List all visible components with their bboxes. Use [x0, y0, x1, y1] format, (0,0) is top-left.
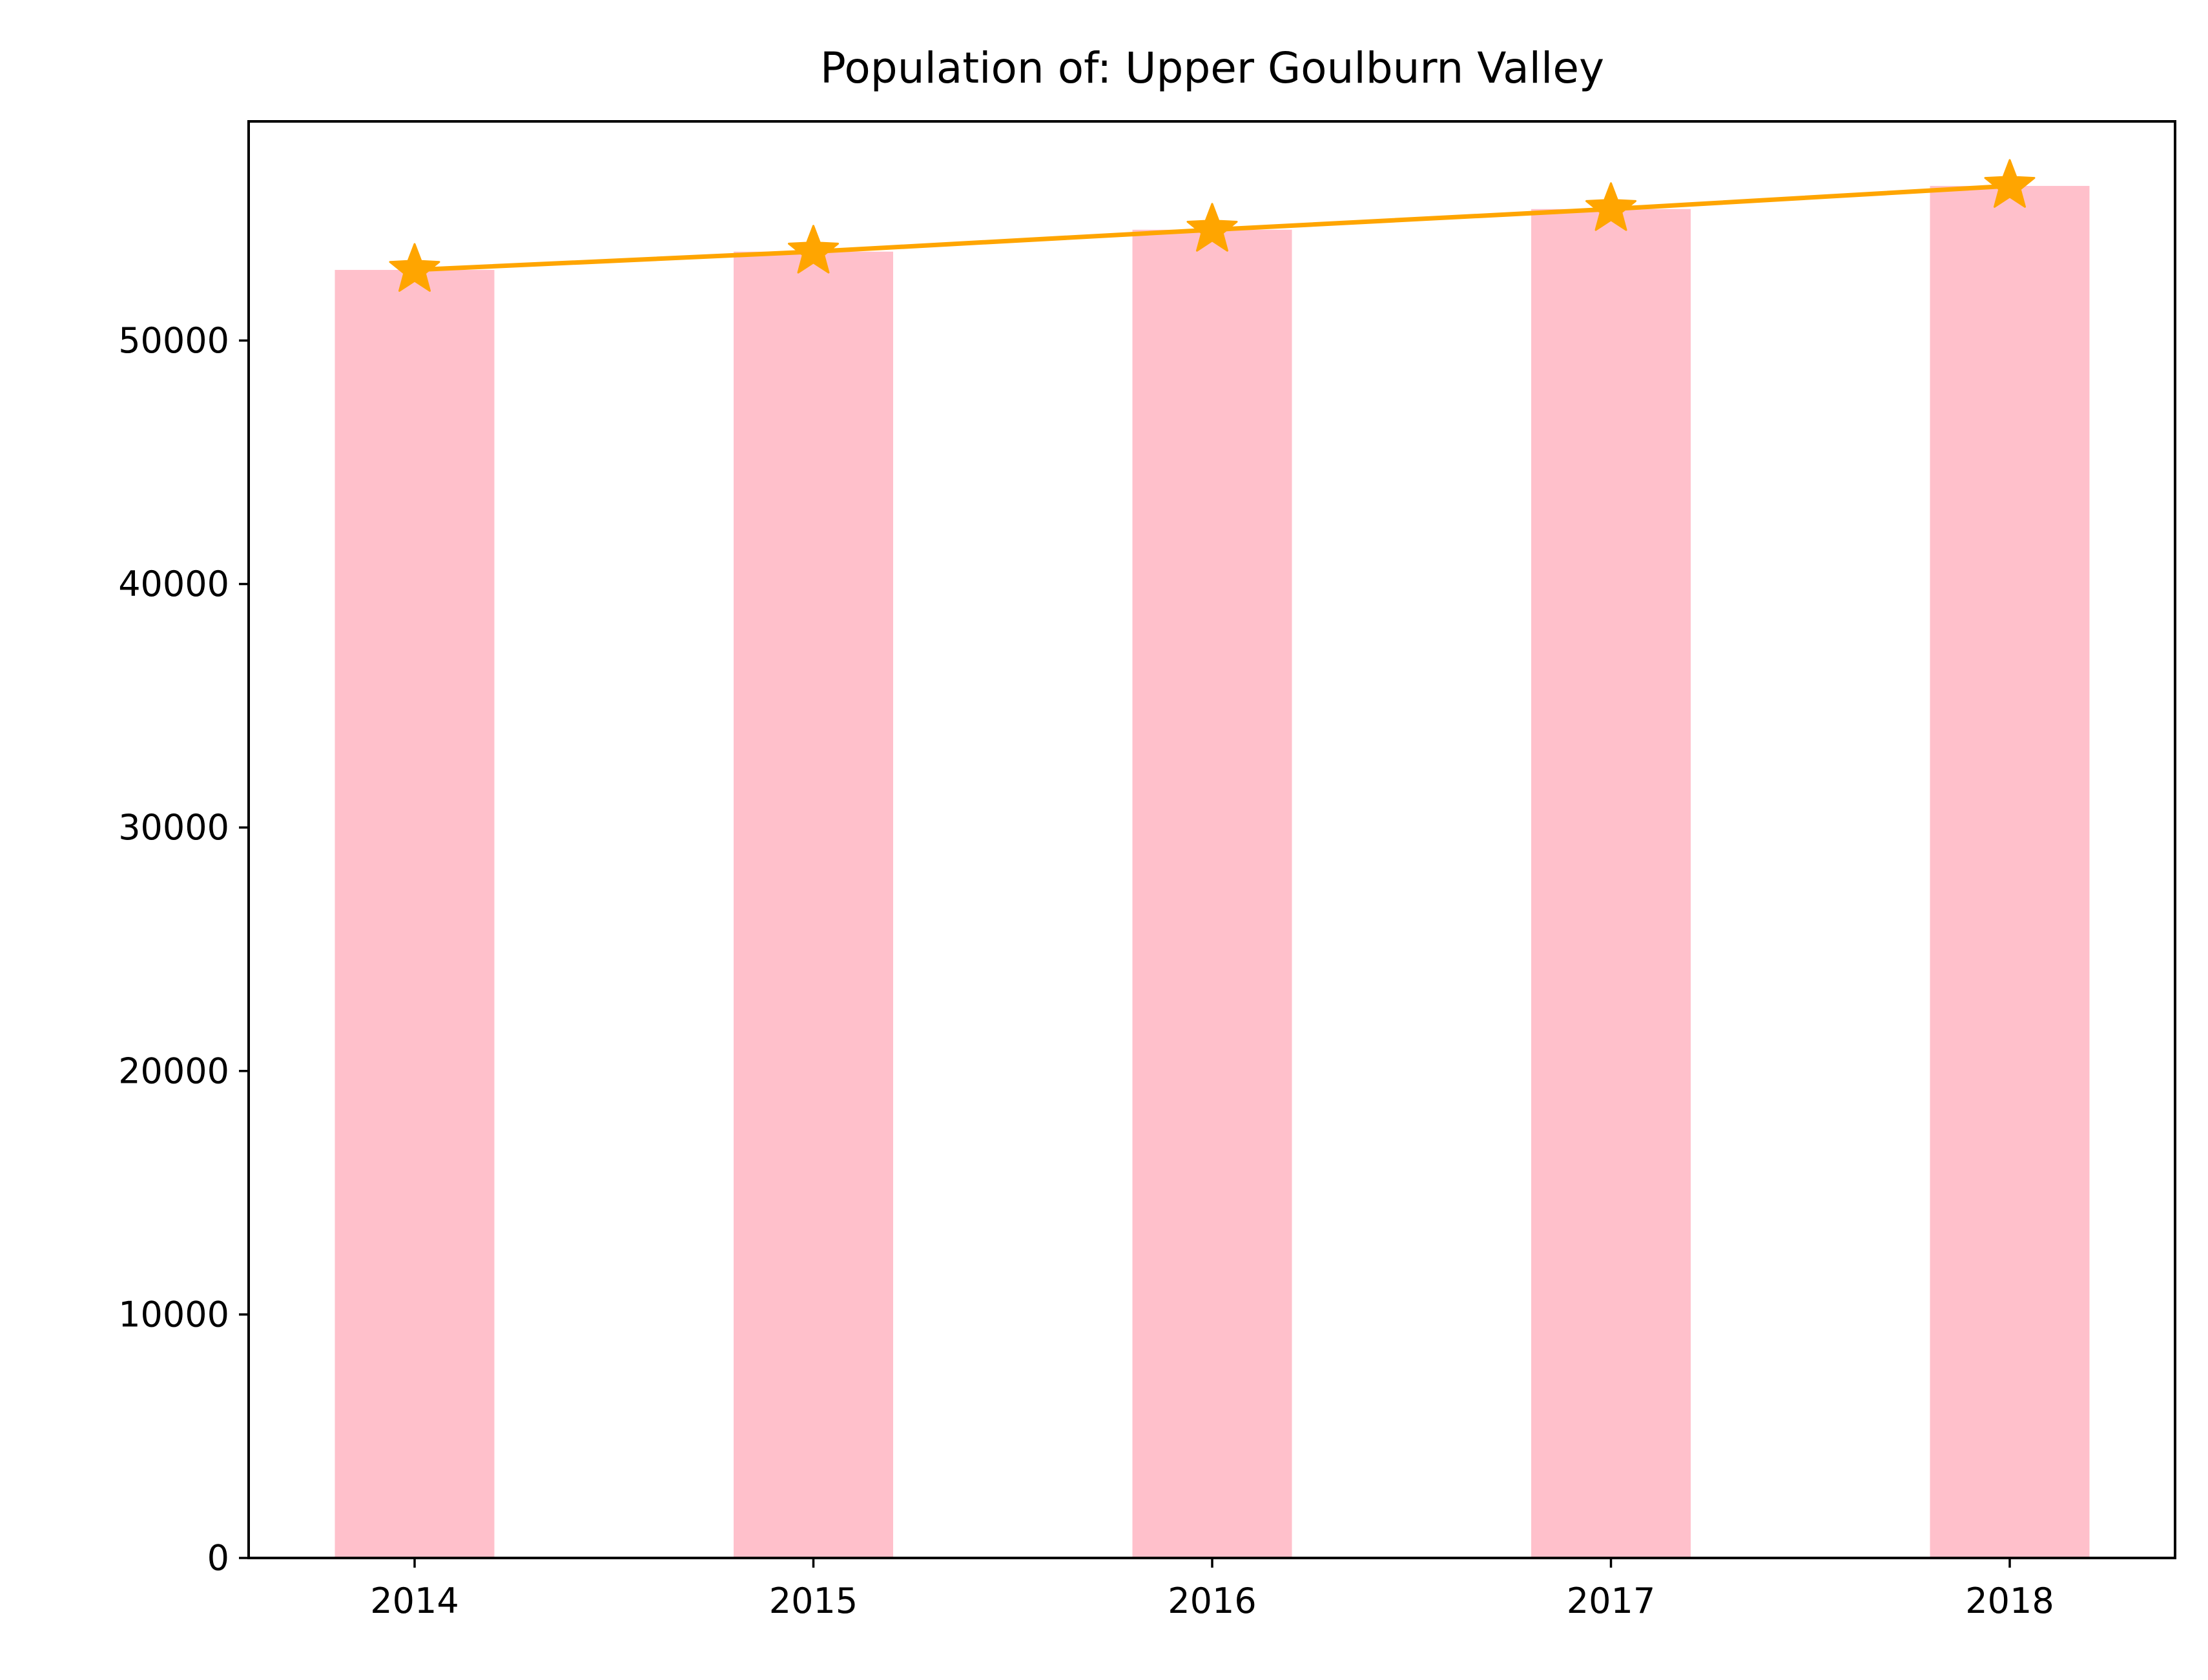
y-tick-label: 0: [207, 1538, 229, 1579]
x-tick-label: 2017: [1567, 1581, 1655, 1621]
x-tick-label: 2014: [370, 1581, 459, 1621]
star-marker-2016: [1186, 203, 1238, 252]
bars-layer: [335, 185, 2090, 1559]
plot-frame: [247, 120, 2176, 1559]
bar-2016: [1132, 229, 1292, 1558]
x-tick-label: 2015: [769, 1581, 858, 1621]
star-marker-2017: [1585, 182, 1636, 231]
y-tick-label: 40000: [118, 564, 229, 604]
line-layer: [389, 159, 2036, 292]
chart-title: Population of: Upper Goulburn Valley: [820, 43, 1604, 93]
y-tick-label: 50000: [118, 320, 229, 361]
bar-2017: [1531, 209, 1691, 1559]
y-tick-label: 20000: [118, 1050, 229, 1091]
star-marker-2015: [788, 225, 839, 274]
x-axis: 2014 2015 2016 2017 2018: [370, 1558, 2054, 1621]
y-axis: 0 10000 20000 30000 40000 50000: [118, 320, 249, 1579]
y-tick-label: 30000: [118, 807, 229, 848]
star-marker-2018: [1984, 159, 2036, 208]
bar-2015: [734, 251, 893, 1558]
y-tick-label: 10000: [118, 1294, 229, 1335]
x-tick-label: 2018: [1965, 1581, 2054, 1621]
star-marker-2014: [389, 243, 440, 292]
bar-2018: [1930, 185, 2090, 1558]
bar-2014: [335, 270, 495, 1558]
x-tick-label: 2016: [1168, 1581, 1256, 1621]
